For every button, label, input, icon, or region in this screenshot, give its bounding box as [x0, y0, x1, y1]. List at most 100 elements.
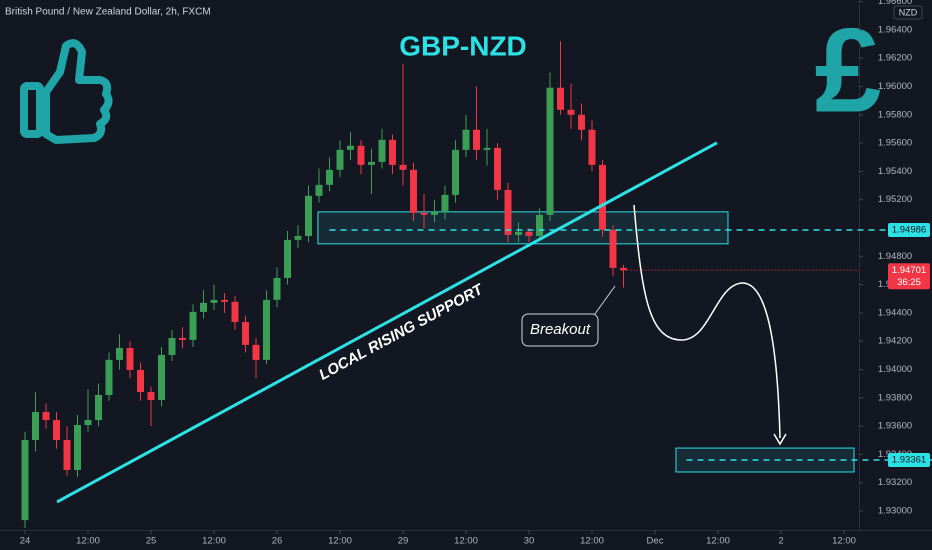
support-line [56, 141, 718, 504]
candle-body [494, 147, 502, 190]
y-tick-label: 1.95800 [878, 109, 912, 120]
y-tick-label: 1.94000 [878, 364, 912, 375]
projection-path [633, 204, 781, 439]
candle-body [200, 302, 208, 312]
callout-pointer [591, 285, 616, 319]
candle-body [284, 239, 292, 278]
x-tick-label: 12:00 [832, 536, 856, 547]
last-price-label: 1.94701 [892, 265, 926, 276]
candle-body [389, 139, 397, 165]
y-tick-label: 1.96000 [878, 81, 912, 92]
candle-body [599, 164, 607, 230]
y-tick-label: 1.93000 [878, 506, 912, 517]
candle-body [231, 301, 239, 322]
candle-body [273, 277, 281, 300]
candle-body [368, 161, 376, 165]
pound-icon: £ [815, 4, 882, 138]
candle-body [189, 311, 197, 340]
candle-body [336, 149, 344, 170]
candle-body [95, 394, 103, 421]
candle-body [116, 348, 124, 360]
level-badge [888, 222, 930, 237]
countdown-label: 36:25 [897, 277, 921, 288]
candle-body [305, 195, 313, 236]
candle-body [557, 87, 565, 110]
candle-body [263, 299, 271, 360]
candle-body [431, 211, 439, 215]
x-tick-label: 29 [398, 536, 409, 547]
candle-body [609, 229, 617, 268]
candle-body [347, 145, 355, 150]
x-tick-label: 12:00 [76, 536, 100, 547]
candle-body [473, 129, 481, 150]
candle-body [179, 337, 187, 340]
candle-body [105, 359, 113, 395]
level-badge-label: 1.94986 [892, 224, 926, 235]
candle-body [294, 235, 302, 240]
candle-body [74, 424, 82, 470]
currency-box [893, 5, 923, 20]
last-price-badge [888, 263, 930, 290]
candle-body [84, 420, 92, 425]
candle-body [546, 87, 554, 215]
x-tick-label: 25 [146, 536, 157, 547]
y-tick-label: 1.95200 [878, 194, 912, 205]
candle-body [32, 411, 40, 440]
x-tick-label: Dec [647, 536, 664, 547]
x-tick-label: 2 [778, 536, 783, 547]
x-tick-label: 12:00 [454, 536, 478, 547]
level-badge-label: 1.93361 [892, 454, 926, 465]
y-tick-label: 1.95600 [878, 138, 912, 149]
x-tick-label: 12:00 [580, 536, 604, 547]
candle-body [168, 337, 176, 355]
projection-arrowhead [773, 433, 787, 446]
candle-body [441, 194, 449, 212]
y-tick-label: 1.95400 [878, 166, 912, 177]
candle-body [315, 184, 323, 196]
candle-body [410, 169, 418, 213]
y-tick-label: 1.94800 [878, 251, 912, 262]
y-tick-label: 1.96200 [878, 53, 912, 64]
candle-body [42, 411, 50, 421]
candle-body [620, 267, 628, 271]
candle-body [567, 109, 575, 115]
y-tick-label: 1.93600 [878, 421, 912, 432]
thumbs-up-icon [20, 39, 113, 144]
candle-body [504, 189, 512, 235]
candle-body [525, 231, 533, 236]
breakout-label: Breakout [530, 321, 591, 338]
x-tick-label: 30 [524, 536, 535, 547]
x-tick-label: 12:00 [202, 536, 226, 547]
candle-body [137, 369, 145, 393]
candle-body [221, 299, 229, 302]
candle-body [536, 214, 544, 236]
candle-body [242, 321, 250, 345]
candle-body [357, 145, 365, 165]
candle-body [420, 212, 428, 215]
candle-body [378, 139, 386, 162]
symbol-header: British Pound / New Zealand Dollar, 2h, … [5, 7, 211, 18]
candle-body [462, 129, 470, 150]
currency-label: NZD [899, 7, 918, 17]
y-tick-label: 1.94400 [878, 307, 912, 318]
candle-body [252, 344, 260, 360]
x-tick-label: 24 [20, 536, 31, 547]
y-tick-label: 1.93200 [878, 477, 912, 488]
candle-body [158, 354, 166, 400]
candle-body [210, 299, 218, 303]
candle-body [578, 114, 586, 130]
y-tick-label: 1.96600 [878, 0, 912, 7]
zone [317, 211, 729, 245]
candle-body [63, 439, 71, 470]
candle-body [21, 439, 29, 521]
candle-body [326, 169, 334, 185]
y-tick-label: 1.94200 [878, 336, 912, 347]
candle-body [399, 164, 407, 170]
candle-body [515, 231, 523, 235]
candle-body [53, 420, 61, 440]
candle-body [588, 129, 596, 165]
candle-body [126, 348, 134, 370]
